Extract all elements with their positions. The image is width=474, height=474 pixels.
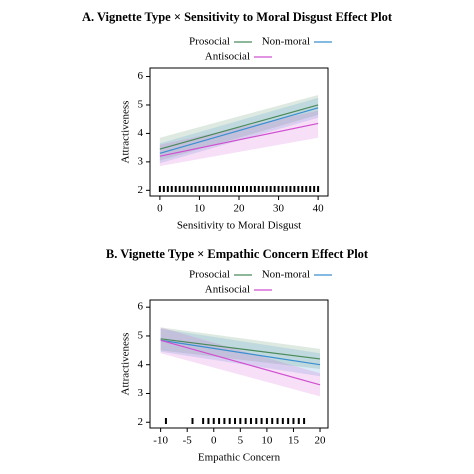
x-tick-label: 0 bbox=[211, 435, 217, 447]
y-tick-label: 3 bbox=[138, 155, 144, 167]
y-tick-label: 3 bbox=[138, 387, 144, 399]
y-tick-label: 5 bbox=[138, 99, 144, 111]
confidence-band bbox=[160, 327, 321, 397]
y-tick-label: 5 bbox=[138, 329, 144, 341]
x-axis-label: Empathic Concern bbox=[198, 452, 281, 464]
y-tick-label: 2 bbox=[138, 416, 144, 428]
series-line bbox=[159, 122, 319, 157]
x-tick-label: 0 bbox=[157, 203, 163, 215]
x-tick-label: -5 bbox=[183, 435, 193, 447]
y-tick-label: 6 bbox=[138, 70, 144, 82]
legend-label: Non-moral bbox=[262, 36, 310, 48]
x-tick-label: 30 bbox=[273, 203, 285, 215]
y-tick-label: 4 bbox=[138, 358, 144, 370]
x-tick-label: 15 bbox=[288, 435, 300, 447]
y-tick-label: 6 bbox=[138, 301, 144, 313]
y-axis-label: Attractiveness bbox=[120, 101, 132, 164]
x-tick-label: 20 bbox=[315, 435, 327, 447]
x-tick-label: 10 bbox=[194, 203, 206, 215]
legend-label: Non-moral bbox=[262, 269, 310, 281]
x-tick-label: 5 bbox=[238, 435, 244, 447]
y-tick-label: 2 bbox=[138, 184, 144, 196]
plot-frame bbox=[149, 299, 329, 429]
x-tick-label: 20 bbox=[234, 203, 246, 215]
y-axis-label: Attractiveness bbox=[120, 333, 132, 396]
confidence-band bbox=[159, 110, 319, 167]
legend-label: Prosocial bbox=[189, 36, 230, 48]
x-axis-label: Sensitivity to Moral Disgust bbox=[177, 220, 301, 232]
legend-label: Antisocial bbox=[205, 284, 250, 296]
series-line bbox=[159, 107, 319, 154]
legend-label: Antisocial bbox=[205, 51, 250, 63]
y-tick-label: 4 bbox=[138, 127, 144, 139]
series-line bbox=[160, 339, 321, 386]
confidence-band bbox=[159, 95, 319, 161]
series-line bbox=[160, 338, 321, 360]
x-tick-label: -10 bbox=[153, 435, 168, 447]
chart-title: A. Vignette Type × Sensitivity to Moral … bbox=[82, 10, 393, 24]
series-line bbox=[159, 104, 319, 150]
chart-title: B. Vignette Type × Empathic Concern Effe… bbox=[106, 247, 369, 261]
legend-label: Prosocial bbox=[189, 269, 230, 281]
x-tick-label: 10 bbox=[261, 435, 273, 447]
series-line bbox=[160, 339, 321, 366]
x-tick-label: 40 bbox=[313, 203, 325, 215]
